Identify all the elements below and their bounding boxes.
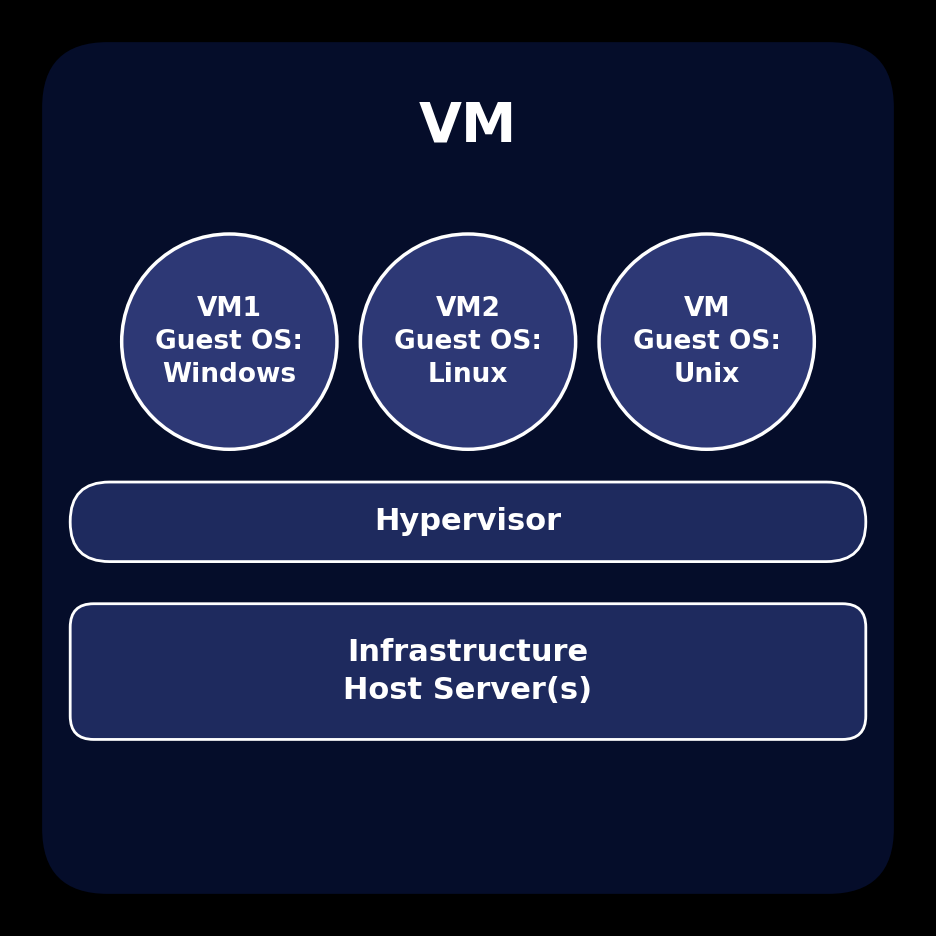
Text: VM: VM (419, 99, 517, 154)
Text: VM2
Guest OS:
Linux: VM2 Guest OS: Linux (394, 296, 542, 388)
Circle shape (360, 234, 576, 449)
Circle shape (599, 234, 814, 449)
FancyBboxPatch shape (70, 604, 866, 739)
FancyBboxPatch shape (42, 42, 894, 894)
Text: VM
Guest OS:
Unix: VM Guest OS: Unix (633, 296, 781, 388)
Text: VM1
Guest OS:
Windows: VM1 Guest OS: Windows (155, 296, 303, 388)
Text: Infrastructure
Host Server(s): Infrastructure Host Server(s) (344, 638, 592, 705)
Text: Hypervisor: Hypervisor (374, 507, 562, 536)
Circle shape (122, 234, 337, 449)
FancyBboxPatch shape (70, 482, 866, 562)
